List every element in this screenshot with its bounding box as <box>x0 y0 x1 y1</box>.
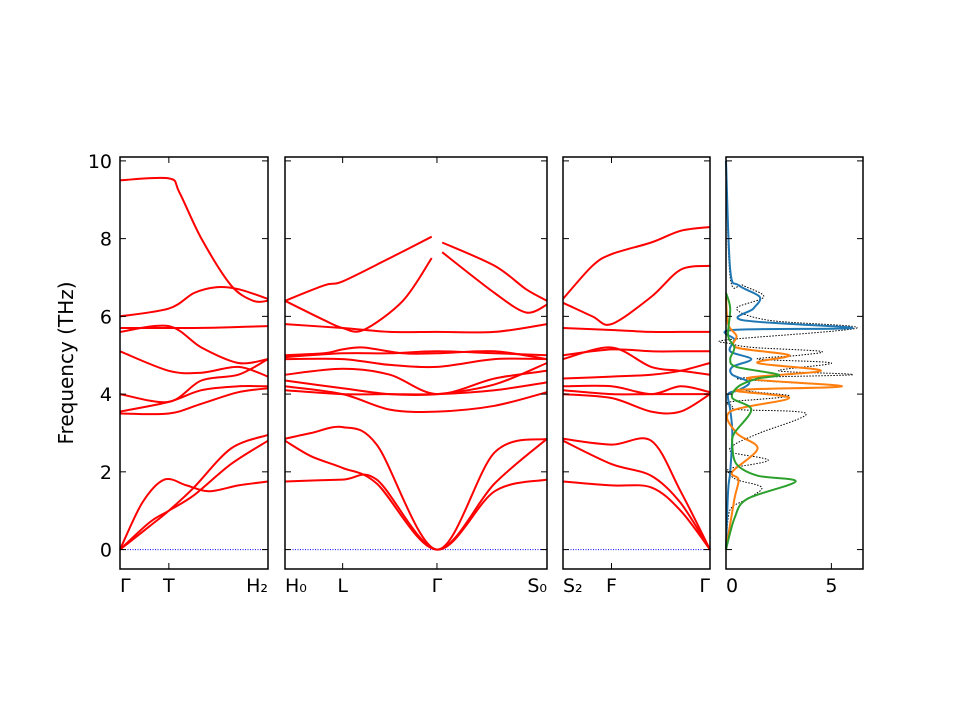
band-branch-7 <box>284 367 548 396</box>
dos-curve-2 <box>723 160 854 550</box>
y-tick-label: 10 <box>88 151 112 173</box>
band-branch-9 <box>120 325 269 330</box>
x-tick-label: H₂ <box>246 575 268 597</box>
band-branch-2 <box>562 439 711 551</box>
band-branch-12 <box>562 226 711 300</box>
band-branch-7 <box>119 350 269 378</box>
band-branch-9 <box>284 350 548 359</box>
band-branch-4 <box>562 393 711 415</box>
band-branch-1 <box>119 439 269 551</box>
band-branch-1 <box>562 480 711 551</box>
band-branch-8 <box>119 324 269 365</box>
x-tick-label: F <box>606 575 617 597</box>
band-branch-6 <box>284 362 548 396</box>
band-branch-11 <box>562 264 711 326</box>
band-branch-5 <box>119 385 269 413</box>
x-tick-label: L <box>337 575 348 597</box>
band-branch-10 <box>284 346 548 361</box>
band-branch-11 <box>284 323 548 334</box>
panel-frame <box>562 156 711 570</box>
band-branch-3 <box>284 425 548 551</box>
y-tick-label: 8 <box>100 229 112 251</box>
x-tick-label: T <box>162 575 175 597</box>
band-branch-9 <box>562 348 710 357</box>
band-branch-10 <box>119 285 269 318</box>
band-branch-10 <box>562 327 710 334</box>
panel-frame <box>119 156 269 570</box>
y-axis-label: Frequency (THz) <box>54 281 78 444</box>
band-branch-2 <box>284 438 548 551</box>
band-branch-8 <box>284 357 548 369</box>
band-branch-13 <box>284 235 433 302</box>
band-branch-15 <box>441 241 548 302</box>
x-tick-label: S₂ <box>563 575 583 597</box>
x-tick-label: S₀ <box>527 575 547 597</box>
x-tick-label: Γ <box>432 575 443 597</box>
dos-curve-4 <box>725 292 797 550</box>
band-panel-2: H₀ L Γ S₀ <box>284 156 548 597</box>
panel-frame <box>284 156 548 570</box>
x-tick-label: Γ <box>120 575 131 597</box>
band-branch-14 <box>441 251 548 314</box>
band-branch-8 <box>562 346 711 376</box>
band-branch-6 <box>119 358 269 404</box>
band-branch-12 <box>284 257 433 333</box>
band-branch-4 <box>284 385 548 413</box>
y-tick-label: 0 <box>100 540 112 562</box>
y-tick-label: 6 <box>100 306 112 328</box>
band-branch-3 <box>119 477 269 551</box>
dos-panel-frame <box>725 156 864 570</box>
band-branch-11 <box>119 176 269 303</box>
band-panel-3: S₂ F Γ <box>562 156 711 597</box>
band-panel-1: Γ T H₂ 0 2 4 6 8 10 <box>88 151 269 597</box>
dos-curve-1 <box>718 156 858 550</box>
band-branch-1 <box>284 473 548 551</box>
band-branch-7 <box>562 362 711 380</box>
y-tick-label: 2 <box>100 462 112 484</box>
dos-x-tick-label: 0 <box>726 575 738 597</box>
dos-curve-3 <box>725 296 843 550</box>
y-tick-label: 4 <box>100 384 112 406</box>
x-tick-label: Γ <box>699 575 710 597</box>
band-branch-6 <box>562 384 711 396</box>
band-branch-3 <box>562 437 711 551</box>
dos-x-tick-label: 5 <box>825 575 837 597</box>
band-branch-4 <box>119 387 269 416</box>
band-branch-2 <box>119 433 269 551</box>
x-tick-label: H₀ <box>285 575 307 597</box>
